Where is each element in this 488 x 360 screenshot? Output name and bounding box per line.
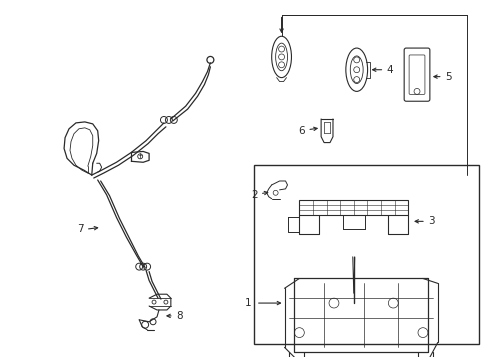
Bar xyxy=(253,165,478,345)
Text: 6: 6 xyxy=(298,126,305,136)
Text: 2: 2 xyxy=(251,190,257,200)
Text: 3: 3 xyxy=(427,216,434,226)
Text: 4: 4 xyxy=(386,65,392,75)
Text: 8: 8 xyxy=(175,311,182,321)
Bar xyxy=(299,200,407,215)
Text: 5: 5 xyxy=(444,72,450,82)
Text: 7: 7 xyxy=(77,224,83,234)
Text: 1: 1 xyxy=(245,298,251,308)
